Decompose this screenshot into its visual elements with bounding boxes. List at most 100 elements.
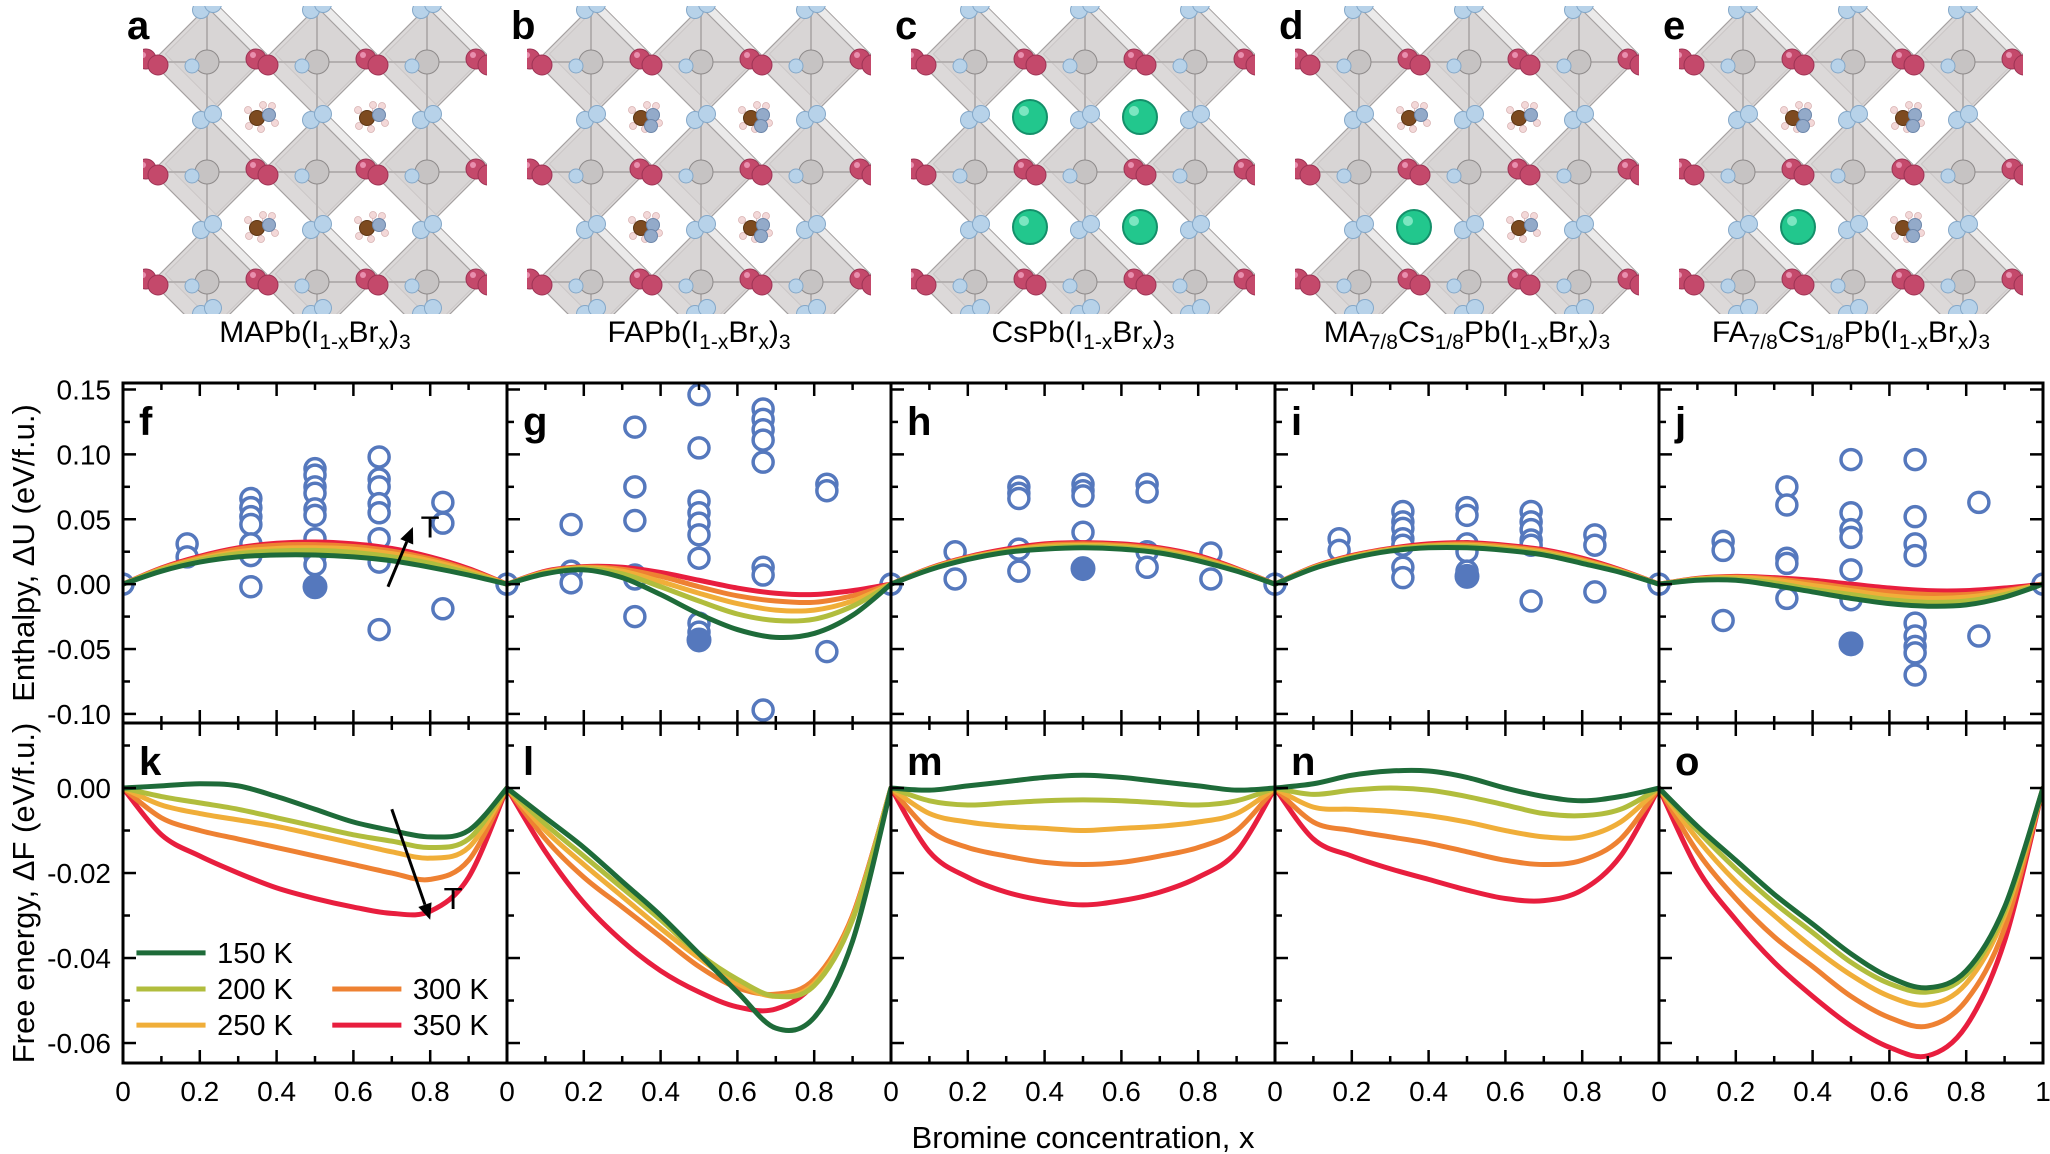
- iodide-sphere: [367, 164, 389, 186]
- data-point-open: [1711, 538, 1735, 563]
- lead-sphere: [962, 159, 988, 185]
- bromide-sphere: [1850, 105, 1868, 123]
- sphere-highlight: [1129, 216, 1139, 226]
- sphere-highlight: [470, 272, 476, 278]
- bromide-sphere: [1336, 58, 1352, 74]
- carbon-atom: [359, 110, 375, 126]
- sphere-highlight: [911, 52, 914, 58]
- data-point-open: [303, 552, 327, 577]
- bromide-sphere: [1960, 105, 1978, 123]
- data-point-open: [815, 478, 839, 503]
- bromide-sphere: [1466, 6, 1484, 13]
- data-point-open: [1519, 589, 1543, 613]
- structure-formula-a: MAPb(I1-xBrx)3: [123, 316, 507, 355]
- crystal-structure-d: [1295, 6, 1639, 314]
- sphere-highlight: [1679, 52, 1682, 58]
- data-point-filled: [302, 574, 328, 600]
- lead-sphere: [194, 49, 220, 75]
- bromide-sphere: [588, 6, 606, 13]
- bromide-sphere: [314, 215, 332, 233]
- chart-panel-letter-o: o: [1675, 740, 1699, 784]
- nitrogen-atom: [644, 119, 658, 133]
- y-tick-label-free-energy: -0.02: [47, 858, 111, 889]
- hydrogen-atom: [753, 211, 761, 219]
- data-point-open: [367, 445, 391, 469]
- formula-segment: 7/8: [1368, 331, 1398, 354]
- data-point-open: [367, 617, 391, 642]
- x-axis-label: Bromine concentration, x: [912, 1120, 1255, 1154]
- hydrogen-atom: [355, 232, 363, 240]
- hydrogen-atom: [1533, 229, 1541, 237]
- iodide-sphere: [257, 164, 279, 186]
- hydrogen-atom: [257, 125, 265, 133]
- sphere-highlight: [1403, 216, 1413, 226]
- arrow-head: [418, 902, 432, 920]
- data-point-open: [1391, 565, 1415, 590]
- data-point-open: [751, 563, 775, 587]
- lead-sphere: [1840, 159, 1866, 185]
- iodide-sphere: [915, 54, 937, 76]
- hydrogen-atom: [1423, 119, 1431, 127]
- bromide-sphere: [788, 278, 804, 294]
- bromide-sphere: [788, 168, 804, 184]
- hydrogen-atom: [1519, 125, 1527, 133]
- lead-sphere: [304, 49, 330, 75]
- iodide-sphere: [641, 274, 663, 296]
- hydrogen-atom: [271, 229, 279, 237]
- cesium-sphere: [1780, 209, 1816, 245]
- bromide-sphere: [1082, 299, 1100, 314]
- sphere-highlight: [1679, 162, 1682, 168]
- x-tick-label: 0.4: [1793, 1076, 1832, 1107]
- bromide-sphere: [204, 299, 222, 314]
- temperature-arrow-k: T: [390, 808, 463, 920]
- iodide-sphere: [147, 274, 169, 296]
- iodide-sphere: [1409, 164, 1431, 186]
- hydrogen-atom: [1780, 106, 1788, 114]
- y-tick-label-enthalpy: -0.10: [47, 699, 111, 730]
- lattice-d: [1295, 6, 1639, 314]
- hydrogen-atom: [259, 101, 267, 109]
- legend-label-250K: 250 K: [217, 1010, 293, 1042]
- formula-segment: CsPb(I: [991, 316, 1084, 349]
- sphere-highlight: [527, 272, 530, 278]
- scatter-group-g: [507, 383, 891, 722]
- hydrogen-atom: [1795, 101, 1803, 109]
- sphere-highlight: [1896, 52, 1902, 58]
- lead-sphere: [688, 269, 714, 295]
- lead-sphere: [1182, 269, 1208, 295]
- bromide-sphere: [568, 278, 584, 294]
- structure-panel-a: a MAPb(I1-xBrx)3: [123, 0, 507, 364]
- bromide-sphere: [1062, 168, 1078, 184]
- curve-o-150K: [1659, 785, 2043, 991]
- hydrogen-atom: [245, 232, 253, 240]
- data-point-open: [1775, 493, 1799, 517]
- sphere-highlight: [250, 162, 256, 168]
- bromide-sphere: [314, 299, 332, 314]
- x-tick-label: 1: [2035, 1076, 2050, 1107]
- sphere-highlight: [1295, 52, 1298, 58]
- curve-k-350K: [123, 785, 507, 918]
- x-tick-label: 0.8: [411, 1076, 450, 1107]
- curve-k-200K: [123, 785, 507, 851]
- data-point-open: [1967, 490, 1991, 515]
- iodide-sphere: [531, 164, 553, 186]
- nitrogen-atom: [754, 229, 768, 243]
- iodide-sphere: [2013, 274, 2023, 296]
- x-tick-label: 0.4: [257, 1076, 296, 1107]
- bromide-sphere: [588, 215, 606, 233]
- iodide-sphere: [367, 274, 389, 296]
- sphere-highlight: [1018, 272, 1024, 278]
- formula-segment: FA: [1711, 316, 1749, 349]
- data-point-open: [1007, 486, 1031, 511]
- lead-sphere: [1346, 159, 1372, 185]
- iodide-sphere: [1683, 274, 1705, 296]
- curve-k-250K: [123, 785, 507, 861]
- bromide-sphere: [1830, 278, 1846, 294]
- x-tick-label: 0: [1651, 1076, 1667, 1107]
- hydrogen-atom: [381, 119, 389, 127]
- curve-h-150K: [891, 545, 1275, 587]
- nitrogen-atom: [1906, 229, 1920, 243]
- arrow-shaft: [390, 808, 427, 906]
- formula-segment: Br: [1927, 316, 1958, 349]
- iodide-sphere: [147, 54, 169, 76]
